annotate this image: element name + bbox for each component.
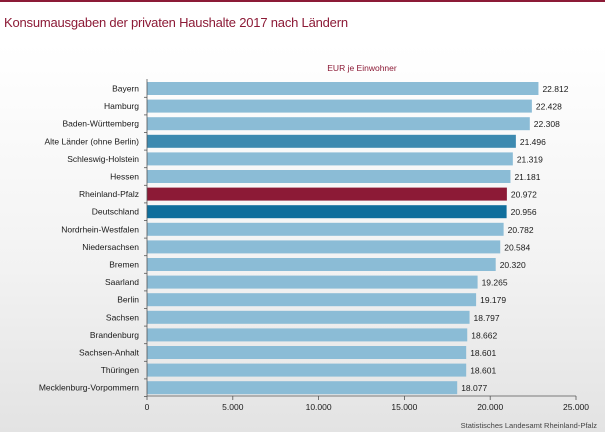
data-label: 21.496 <box>520 137 546 147</box>
x-tick-label: 0 <box>145 402 150 412</box>
data-label: 20.956 <box>511 207 537 217</box>
bar-chart: EUR je Einwohner Bayern 22.812 Hamburg 22.42… <box>39 63 589 412</box>
data-label: 18.601 <box>470 348 496 358</box>
data-label: 22.428 <box>536 102 562 112</box>
category-label: Niedersachsen <box>82 242 139 252</box>
category-label: Sachsen-Anhalt <box>79 348 140 358</box>
bar <box>147 187 507 201</box>
bar <box>147 205 507 219</box>
category-label: Thüringen <box>101 365 140 375</box>
bar <box>147 310 470 324</box>
chart-subtitle: EUR je Einwohner <box>327 63 397 73</box>
category-label: Berlin <box>117 295 139 305</box>
x-tick-label: 20.000 <box>477 402 503 412</box>
bar <box>147 293 477 307</box>
bar <box>147 240 501 254</box>
category-label: Mecklenburg-Vorpommern <box>39 383 139 393</box>
bar <box>147 328 468 342</box>
category-label: Bremen <box>109 260 139 270</box>
bar <box>147 170 511 183</box>
category-label: Baden-Württemberg <box>62 119 139 129</box>
bar <box>147 363 467 377</box>
data-label: 18.662 <box>471 330 497 340</box>
bar <box>147 99 532 113</box>
bar <box>147 82 539 95</box>
category-label: Bayern <box>112 84 139 94</box>
data-label: 20.972 <box>511 190 537 200</box>
data-label: 21.319 <box>517 154 543 164</box>
x-tick-label: 10.000 <box>306 402 332 412</box>
category-label: Hessen <box>110 172 139 182</box>
data-label: 22.308 <box>534 119 560 129</box>
header-rule <box>0 0 605 2</box>
data-label: 20.320 <box>500 260 526 270</box>
bar <box>147 346 467 359</box>
category-label: Alte Länder (ohne Berlin) <box>44 136 139 146</box>
bar <box>147 275 478 289</box>
data-label: 18.797 <box>474 313 500 323</box>
data-label: 20.782 <box>508 225 534 235</box>
category-label: Nordrhein-Westfalen <box>61 224 139 234</box>
data-label: 18.601 <box>470 366 496 376</box>
bar <box>147 222 504 236</box>
bar <box>147 134 516 148</box>
data-label: 21.181 <box>514 172 540 182</box>
category-label: Deutschland <box>92 207 140 217</box>
bar <box>147 381 458 395</box>
bar <box>147 117 530 131</box>
category-label: Sachsen <box>106 312 139 322</box>
chart-panel: EUR je Einwohner Bayern 22.812 Hamburg 22.42… <box>0 44 605 432</box>
x-tick-label: 5.000 <box>222 402 244 412</box>
category-label: Rheinland-Pfalz <box>79 189 139 199</box>
category-label: Schleswig-Holstein <box>67 154 139 164</box>
category-label: Hamburg <box>104 101 139 111</box>
data-label: 19.179 <box>480 295 506 305</box>
bar <box>147 152 513 166</box>
x-tick-label: 15.000 <box>391 402 417 412</box>
category-label: Brandenburg <box>90 330 139 340</box>
data-label: 22.812 <box>542 84 568 94</box>
data-label: 19.265 <box>482 278 508 288</box>
data-label: 20.584 <box>504 242 530 252</box>
data-label: 18.077 <box>461 383 487 393</box>
x-tick-label: 25.000 <box>563 402 589 412</box>
page-title: Konsumausgaben der privaten Haushalte 20… <box>4 15 348 30</box>
bar <box>147 258 496 271</box>
source-note: Statistisches Landesamt Rheinland-Pfalz <box>460 421 597 430</box>
category-label: Saarland <box>105 277 139 287</box>
